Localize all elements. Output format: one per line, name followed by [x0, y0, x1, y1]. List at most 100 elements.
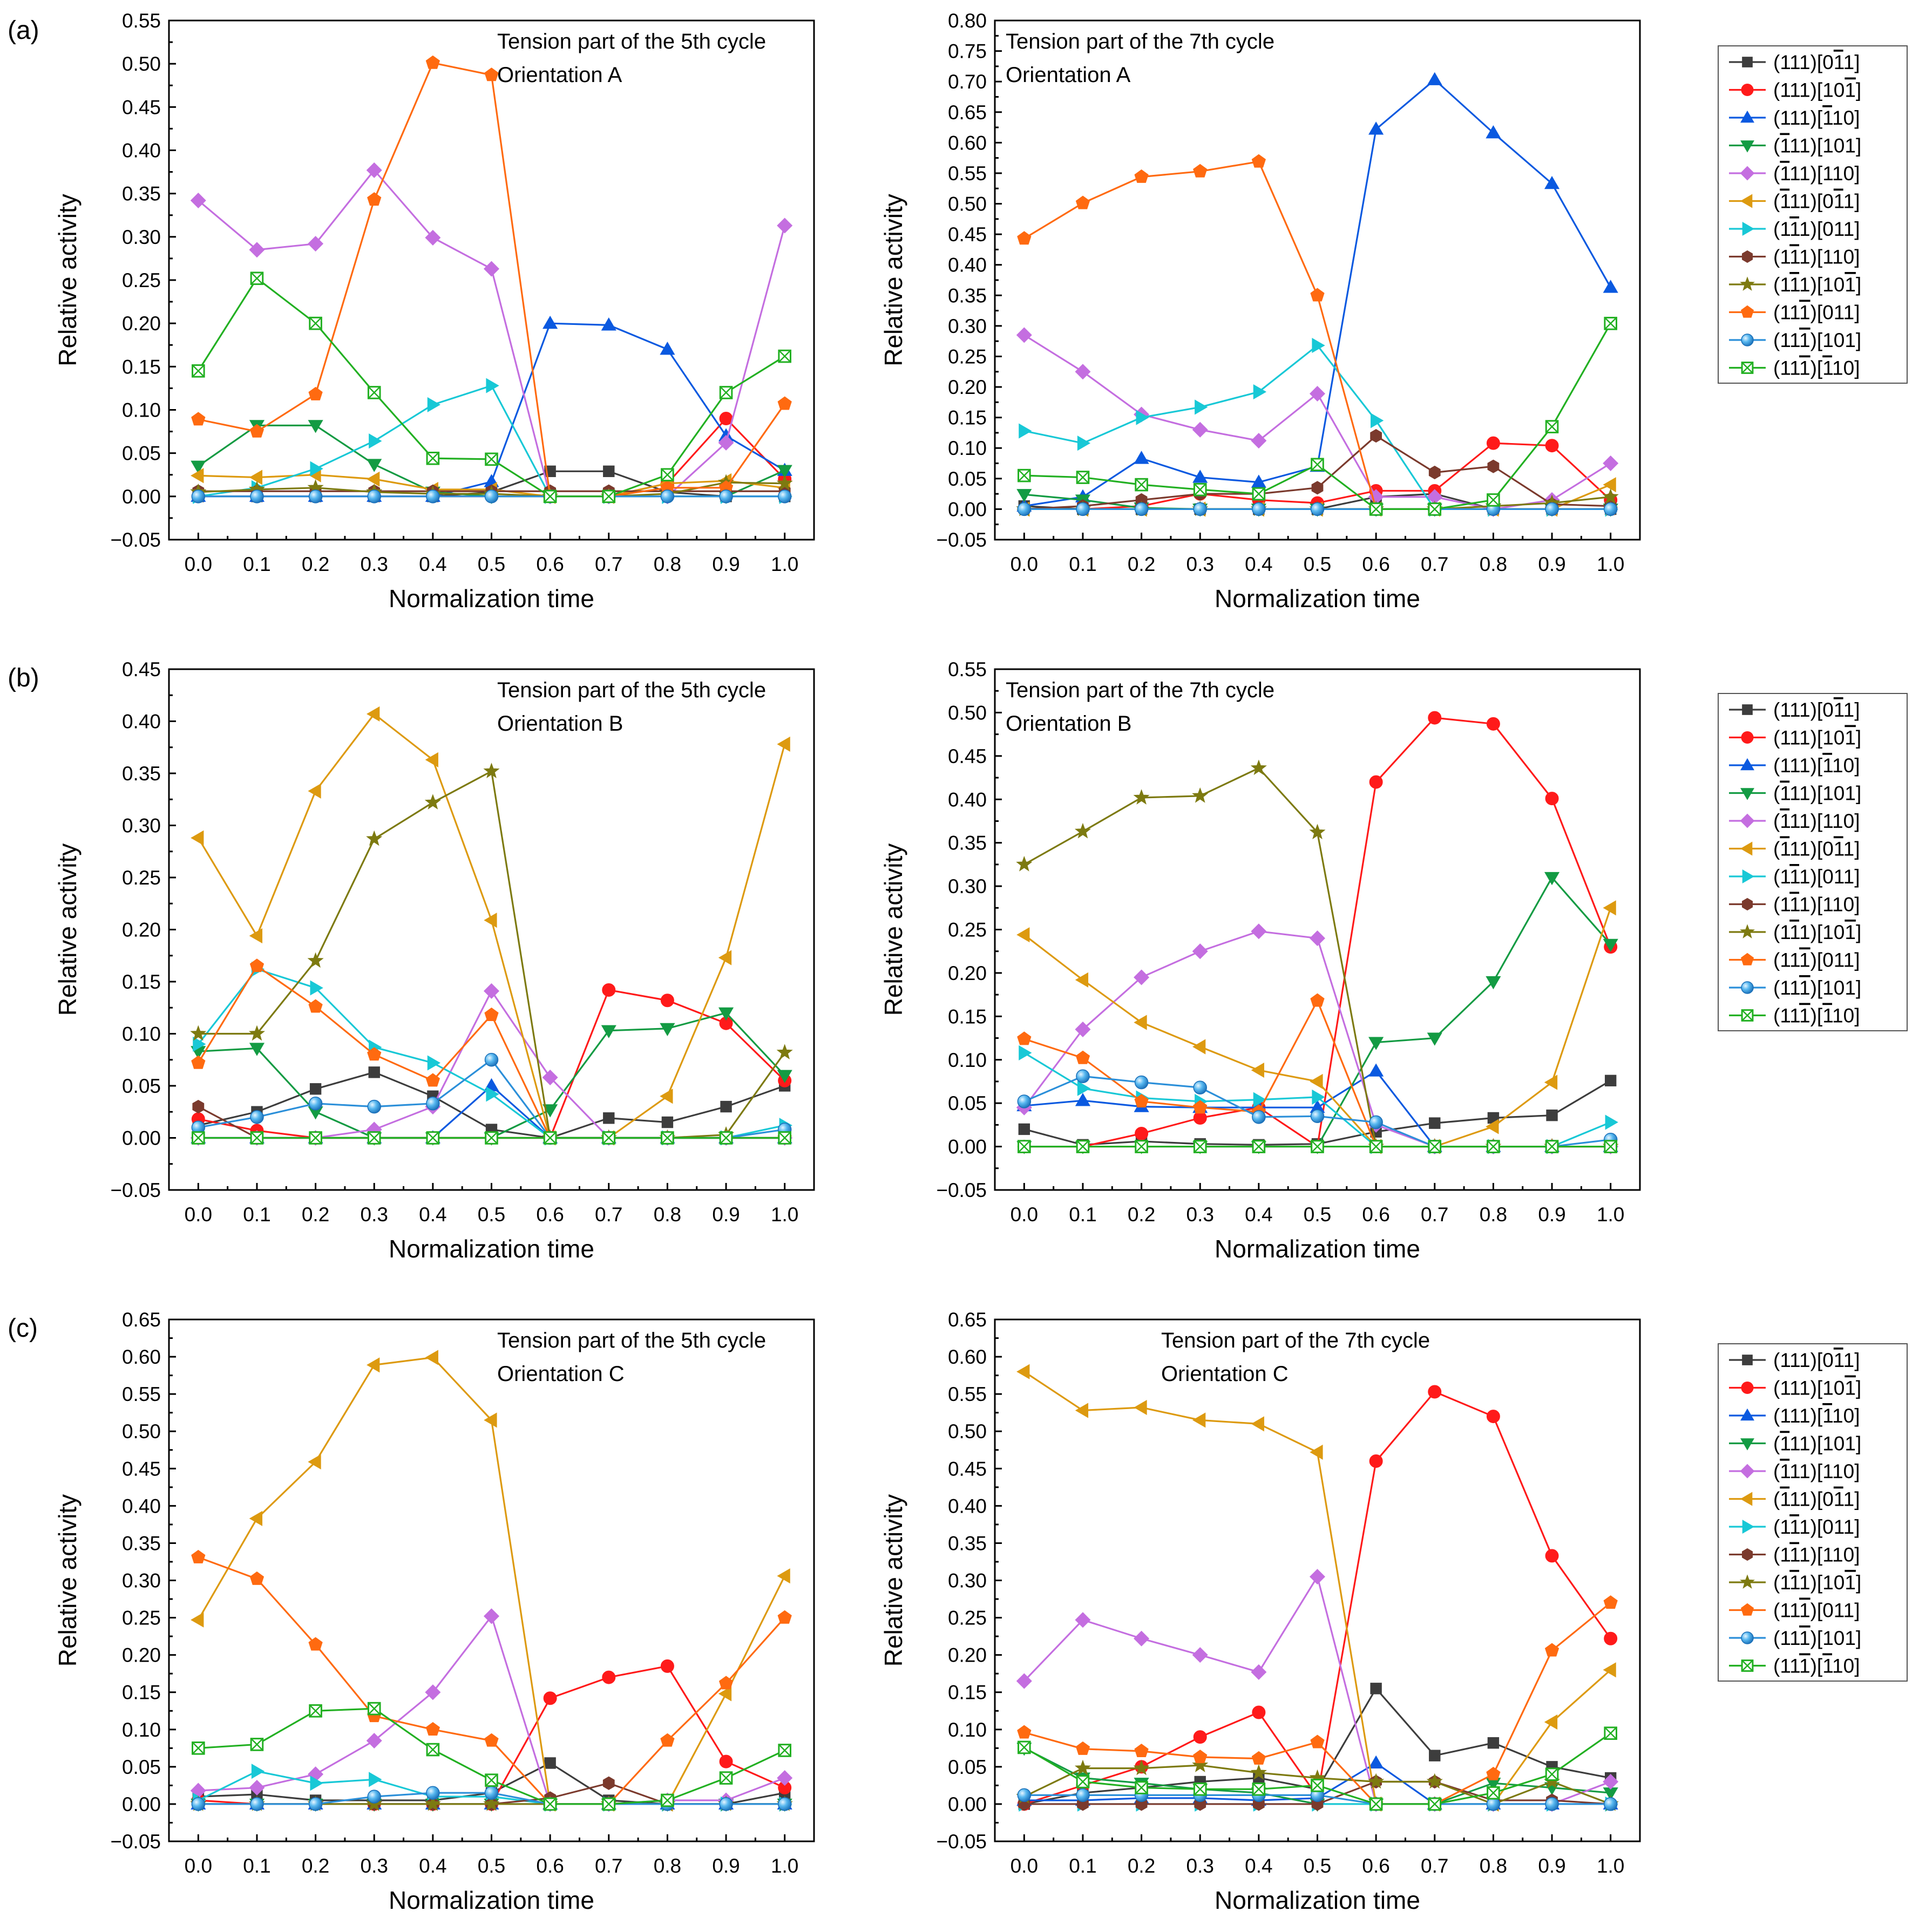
y-tick-label: 0.50: [948, 193, 987, 215]
data-point: [777, 465, 792, 478]
data-point: [1603, 1797, 1618, 1811]
x-tick-label: 0.4: [1245, 1203, 1272, 1226]
y-tick-label: 0.45: [948, 745, 987, 767]
data-point: [426, 1131, 440, 1145]
legend-entry: (111)[110]: [1729, 162, 1860, 185]
data-point: [249, 958, 265, 972]
x-tick-label: 0.7: [595, 553, 622, 575]
legend-label: (111)[101]: [1773, 1377, 1861, 1399]
legend-entry: (111)[011]: [1729, 218, 1860, 240]
y-tick-label: 0.35: [948, 1532, 987, 1554]
legend-label: (111)[011]: [1773, 866, 1860, 888]
y-tick-label: 0.45: [122, 658, 161, 681]
data-point: [250, 271, 264, 285]
x-tick-label: 0.1: [243, 1855, 270, 1877]
x-tick-label: 0.5: [478, 1855, 505, 1877]
data-point: [660, 342, 675, 355]
series-line: [1023, 999, 1611, 1148]
data-point: [367, 1131, 381, 1145]
y-tick-label: 0.65: [948, 1309, 987, 1331]
data-point: [1018, 1140, 1031, 1153]
data-point: [1192, 787, 1209, 803]
data-point: [718, 1007, 734, 1021]
data-point: [308, 1637, 323, 1651]
data-point: [1545, 1549, 1559, 1563]
data-point: [544, 1757, 556, 1769]
legend-label: (111)[110]: [1773, 1460, 1860, 1482]
data-point: [543, 1797, 557, 1811]
data-point: [427, 397, 441, 412]
legend-entry: (111)[101]: [1729, 1433, 1861, 1455]
data-point: [1486, 125, 1501, 139]
data-point: [1603, 502, 1618, 516]
data-point: [1603, 477, 1616, 493]
data-point: [308, 783, 321, 799]
data-point: [1076, 1775, 1090, 1788]
data-point: [1486, 1766, 1501, 1780]
data-point: [661, 1116, 674, 1128]
y-tick-label: 0.45: [122, 1458, 161, 1480]
data-point: [1369, 1115, 1383, 1130]
legend-entry: (111)[110]: [1729, 107, 1860, 129]
y-tick-label: 0.55: [122, 10, 161, 32]
data-point: [1252, 1140, 1266, 1153]
x-tick-label: 0.5: [1304, 1203, 1331, 1226]
y-tick-label: 0.40: [122, 1495, 161, 1517]
y-tick-label: 0.20: [948, 962, 987, 984]
series-(111)[-110]: [191, 315, 792, 502]
y-tick-label: 0.55: [948, 162, 987, 185]
data-point: [1368, 1773, 1385, 1789]
data-point: [1605, 1114, 1618, 1130]
data-point: [1134, 1075, 1149, 1090]
y-tick-label: 0.75: [948, 40, 987, 63]
legend-entry: (111)[110]: [1729, 894, 1860, 916]
legend-entry: (111)[110]: [1729, 810, 1860, 832]
data-point: [1016, 927, 1030, 943]
y-tick-label: 0.45: [948, 223, 987, 246]
data-point: [778, 349, 791, 363]
data-point: [1251, 1664, 1267, 1680]
data-point: [1370, 429, 1382, 443]
legend-entry: (111)[110]: [1729, 1544, 1860, 1566]
x-tick-label: 0.8: [1480, 1855, 1507, 1877]
data-point: [1019, 423, 1032, 439]
series-(11-1)[-110]: [1018, 1140, 1617, 1153]
legend-entry: (111)[110]: [1729, 754, 1860, 777]
x-tick-label: 0.9: [1538, 1203, 1565, 1226]
data-point: [1312, 1089, 1325, 1105]
x-tick-label: 0.6: [536, 1855, 564, 1877]
legend-label: (111)[101]: [1773, 79, 1861, 101]
y-tick-label: 0.20: [122, 1644, 161, 1666]
legend-entry: (111)[101]: [1729, 1572, 1861, 1594]
data-point: [1193, 1080, 1207, 1094]
data-point: [1135, 478, 1148, 492]
data-point: [1075, 1093, 1091, 1106]
data-point: [1544, 1074, 1558, 1090]
legend-entry: (111)[110]: [1729, 1655, 1860, 1677]
data-point: [308, 386, 323, 400]
y-axis-title: Relative activity: [53, 194, 82, 366]
data-point: [484, 489, 499, 504]
legend-label: (111)[101]: [1773, 783, 1861, 805]
legend-box-3: (111)[011] (111)[101] (111)[110] (111)[101]…: [1718, 1343, 1908, 1682]
data-point: [1076, 1788, 1090, 1802]
data-point: [1250, 759, 1267, 775]
data-point: [1429, 1117, 1441, 1129]
y-tick-label: 0.35: [122, 183, 161, 205]
data-point: [486, 1086, 499, 1102]
y-tick-label: 0.50: [122, 1420, 161, 1443]
data-point: [251, 1764, 265, 1779]
legend-entry: (111)[101]: [1729, 727, 1861, 749]
data-point: [719, 386, 733, 399]
x-tick-label: 0.4: [1245, 553, 1272, 575]
data-point: [484, 1412, 497, 1428]
y-tick-label: 0.05: [948, 468, 987, 490]
series-line: [198, 62, 785, 498]
legends-layer: (111)[011] (111)[101] (111)[110] (111)[101]…: [1718, 45, 1908, 1682]
x-tick-label: 0.8: [654, 1855, 681, 1877]
data-point: [1133, 1759, 1150, 1775]
data-point: [718, 1676, 734, 1690]
data-point: [485, 1773, 498, 1787]
data-point: [1428, 502, 1442, 516]
x-tick-label: 0.2: [1128, 1855, 1155, 1877]
